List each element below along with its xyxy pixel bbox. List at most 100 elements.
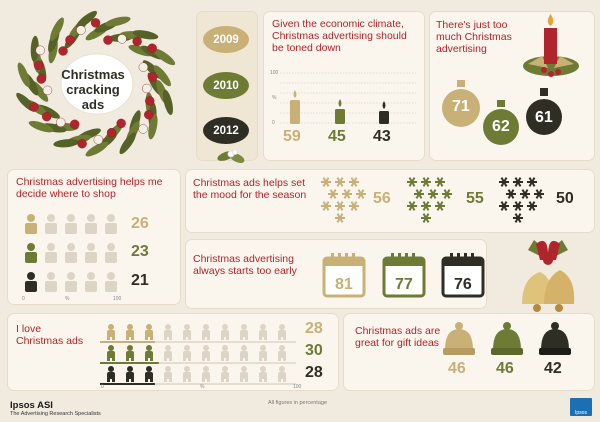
toned-axis-bottom: 0 <box>272 120 275 126</box>
footer-brand: Ipsos ASI <box>10 400 53 411</box>
snowflake <box>349 201 359 211</box>
snowflake <box>321 177 331 187</box>
snowflake <box>335 201 345 211</box>
snowflake <box>321 201 331 211</box>
snowflake <box>527 177 537 187</box>
snowflake <box>534 189 544 199</box>
gingerbread-figure <box>183 345 191 361</box>
gingerbread-figure <box>259 366 267 382</box>
snowflakes-2012 <box>499 177 544 223</box>
shop-figure <box>65 214 77 234</box>
snowflake <box>513 213 523 223</box>
snowflake <box>499 177 509 187</box>
mood-title: Christmas ads helps set the mood for the… <box>193 177 307 201</box>
snowflake <box>342 189 352 199</box>
snowflake <box>356 189 366 199</box>
snowflake <box>335 177 345 187</box>
mood-panel <box>186 170 594 232</box>
shop-figure <box>25 272 37 292</box>
shop-axis-pct: % <box>65 296 70 302</box>
snowflake <box>527 201 537 211</box>
shop-figure <box>65 272 77 292</box>
snowflakes-2009 <box>321 177 366 223</box>
gingerbread-figure <box>240 345 248 361</box>
bells-icon <box>522 240 575 312</box>
gift-value-2009: 46 <box>448 360 466 377</box>
snowflake <box>421 201 431 211</box>
love-title: I love Christmas ads <box>16 323 84 347</box>
snowflake <box>421 177 431 187</box>
gingerbread-figure <box>126 345 134 361</box>
gingerbread-figure <box>145 345 153 361</box>
footer-tagline: The Advertising Research Specialists <box>10 411 101 417</box>
snowflake <box>335 213 345 223</box>
shop-figure <box>105 243 117 263</box>
snowflake <box>435 201 445 211</box>
shop-figure <box>45 214 57 234</box>
bauble-icon-2012 <box>526 88 562 135</box>
snowflake <box>513 201 523 211</box>
shop-axis-0: 0 <box>22 296 25 302</box>
calendar-icon-2009 <box>322 253 366 298</box>
year-2010-tag: 2010 <box>203 72 249 99</box>
gingerbread-figure <box>126 324 134 340</box>
snowflake <box>520 189 530 199</box>
early-value-2010: 77 <box>395 276 413 293</box>
snowflake <box>407 177 417 187</box>
snowflake <box>428 189 438 199</box>
hat-icon-2010 <box>491 322 523 355</box>
toned-value-2012: 43 <box>373 128 391 145</box>
gingerbread-figure <box>278 324 286 340</box>
shop-figure <box>25 243 37 263</box>
bauble-icon-2009 <box>442 80 480 127</box>
snowflakes-2010 <box>407 177 452 223</box>
gift-value-2012: 42 <box>544 360 562 377</box>
shop-axis-100: 100 <box>113 296 122 302</box>
snowflake <box>328 189 338 199</box>
snowflake <box>421 213 431 223</box>
shop-figure <box>45 272 57 292</box>
love-value-2010: 30 <box>305 342 323 359</box>
shop-figure <box>85 272 97 292</box>
toned-value-2010: 45 <box>328 128 346 145</box>
snowflake <box>506 189 516 199</box>
shop-pictograph <box>25 214 117 292</box>
shop-figure <box>85 243 97 263</box>
mood-value-2009: 56 <box>373 190 391 207</box>
year-2012-tag: 2012 <box>203 117 249 144</box>
toned-down-title: Given the economic climate, Christmas ad… <box>272 18 407 54</box>
snowflake <box>442 189 452 199</box>
snowflake <box>349 177 359 187</box>
early-value-2012: 76 <box>454 276 472 293</box>
gingerbread-figure <box>221 366 229 382</box>
too-much-value-2012: 61 <box>535 109 553 126</box>
gingerbread-figure <box>145 366 153 382</box>
gingerbread-figure <box>164 324 172 340</box>
snowflake <box>499 201 509 211</box>
shop-figure <box>85 214 97 234</box>
toned-value-2009: 59 <box>283 128 301 145</box>
snowflake <box>407 201 417 211</box>
love-axis-pct: % <box>200 384 205 390</box>
gingerbread-figure <box>240 324 248 340</box>
gingerbread-figure <box>164 345 172 361</box>
gingerbread-figure <box>145 324 153 340</box>
shop-figure <box>105 214 117 234</box>
calendar-icon-2012 <box>441 253 485 298</box>
love-pictograph <box>100 324 296 385</box>
love-axis-0: 0 <box>101 384 104 390</box>
shop-title: Christmas advertising helps me decide wh… <box>16 176 163 200</box>
gingerbread-figure <box>126 366 134 382</box>
love-value-2009: 28 <box>305 320 323 337</box>
toned-axis-mid: % <box>272 95 277 101</box>
shop-figure <box>105 272 117 292</box>
candle-holly-icon <box>523 14 579 77</box>
snowflake <box>414 189 424 199</box>
year-2009-tag: 2009 <box>203 26 249 53</box>
gingerbread-figure <box>278 366 286 382</box>
gingerbread-figure <box>259 345 267 361</box>
bauble-icon-2010 <box>483 100 519 145</box>
gingerbread-figure <box>221 345 229 361</box>
too-much-value-2009: 71 <box>452 98 470 115</box>
candle-icon-2009 <box>290 90 300 124</box>
